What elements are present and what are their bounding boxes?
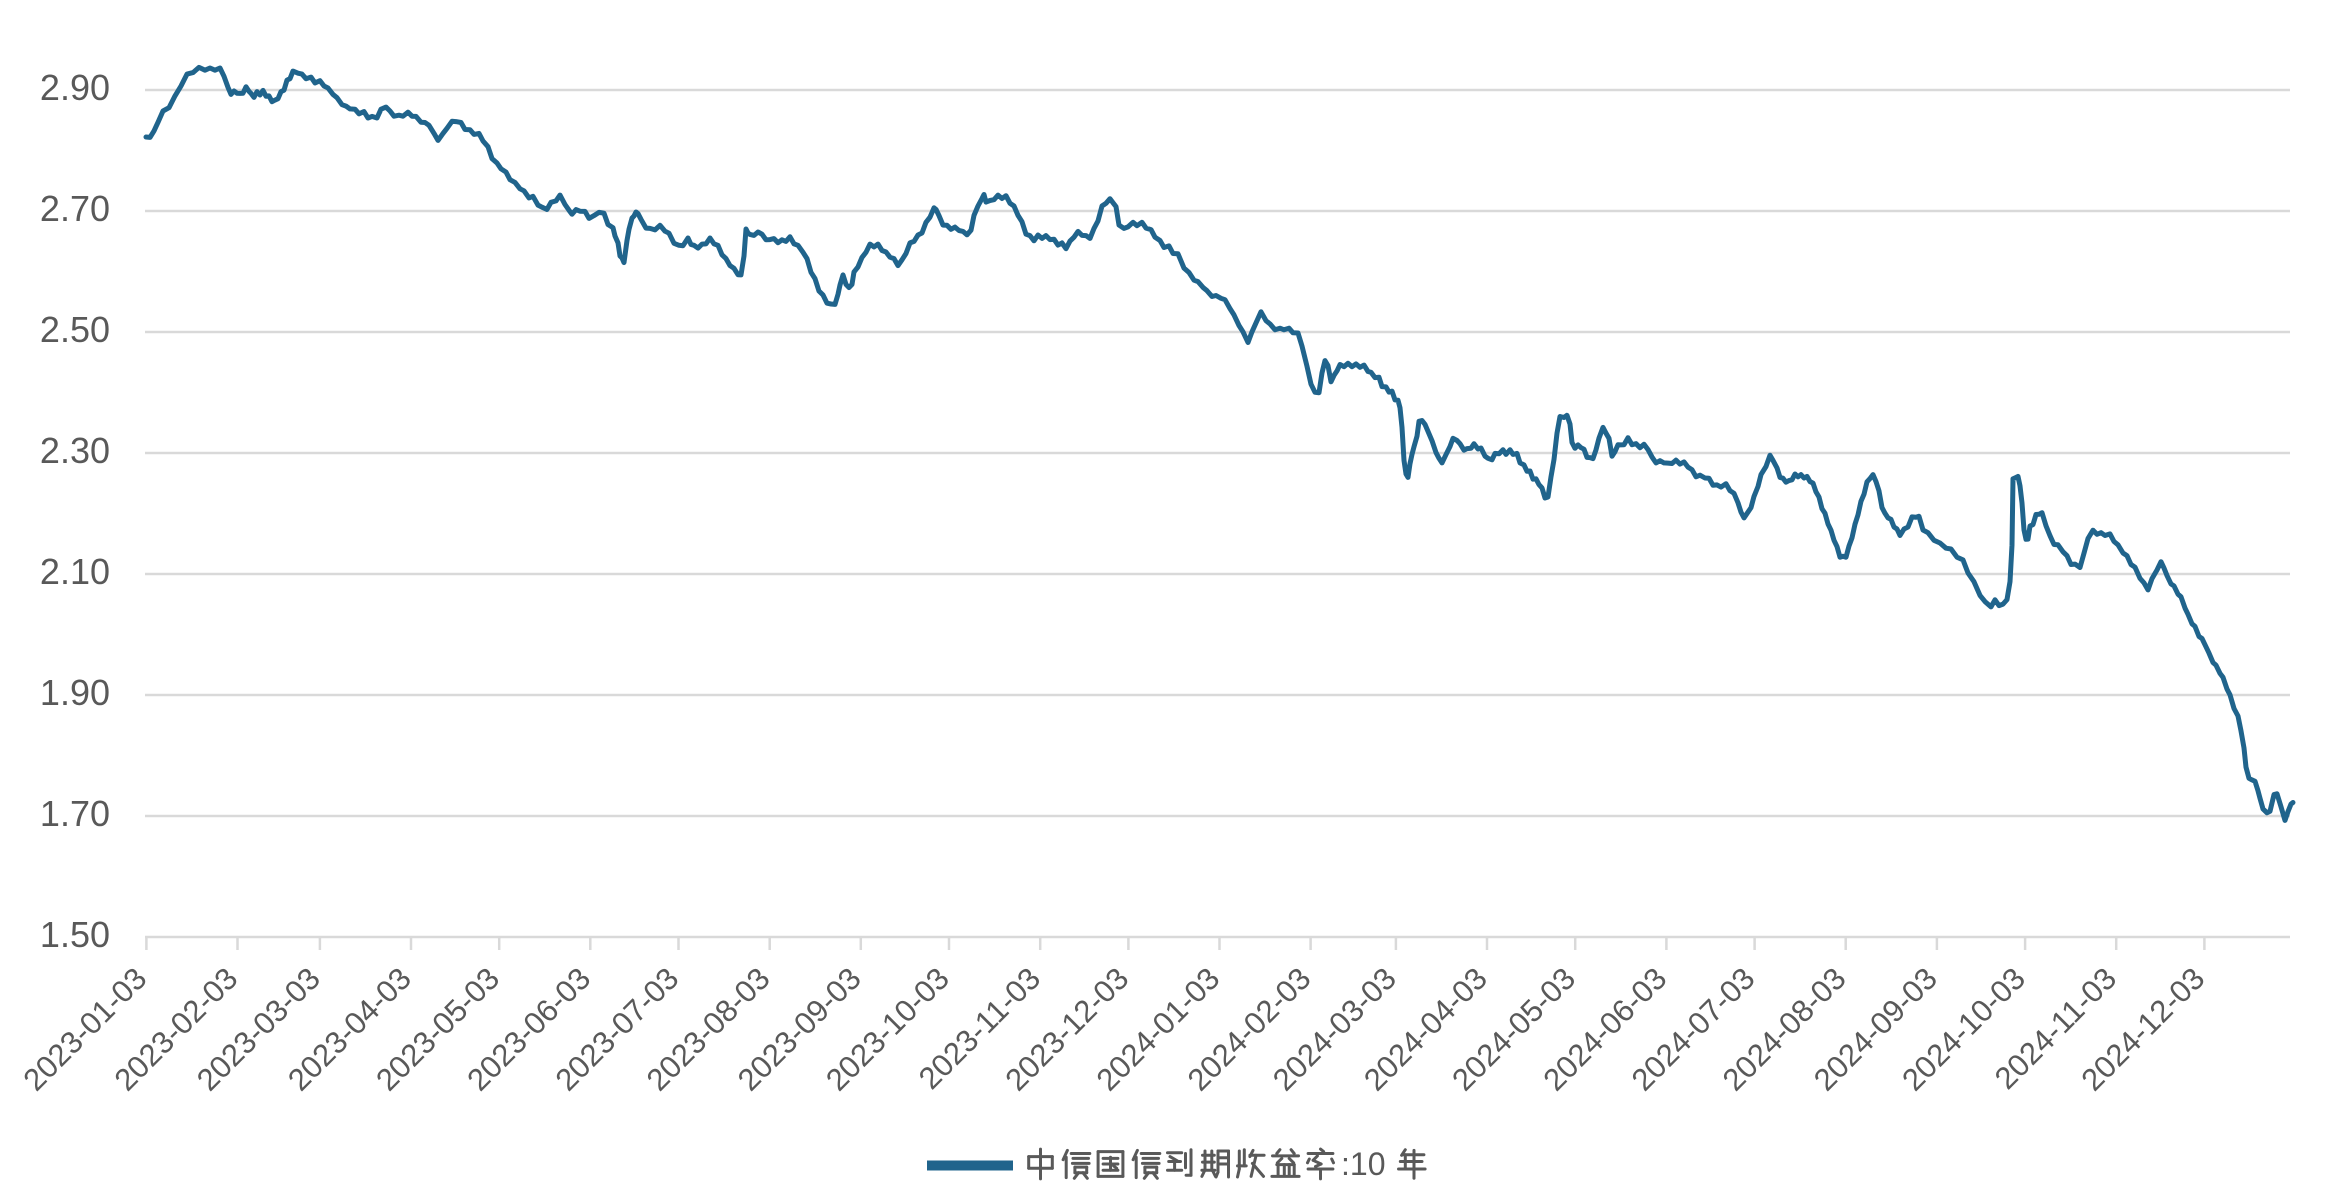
- svg-text:2.10: 2.10: [40, 551, 110, 592]
- svg-text:1.50: 1.50: [40, 914, 110, 955]
- svg-text:1.70: 1.70: [40, 793, 110, 834]
- svg-text:1.90: 1.90: [40, 672, 110, 713]
- svg-text:2.30: 2.30: [40, 430, 110, 471]
- svg-text::10: :10: [1341, 1146, 1385, 1182]
- svg-text:2.90: 2.90: [40, 67, 110, 108]
- svg-text:2.70: 2.70: [40, 188, 110, 229]
- svg-text:2.50: 2.50: [40, 309, 110, 350]
